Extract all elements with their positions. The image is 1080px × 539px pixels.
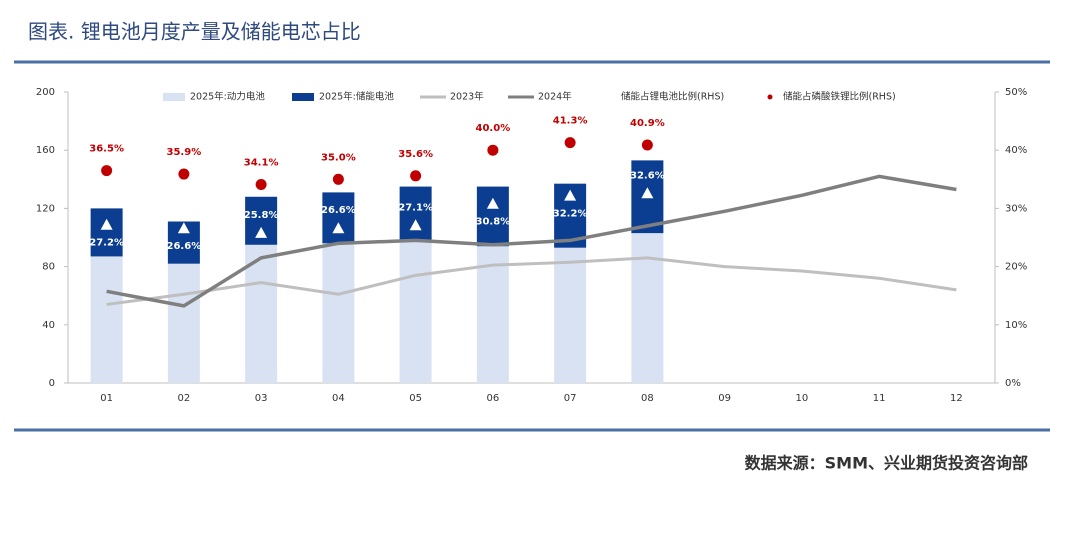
x-tick-label: 09 [718,393,731,404]
data-label: 35.9% [167,147,202,158]
y2-tick-label: 50% [1005,87,1027,98]
x-tick-label: 05 [409,393,422,404]
y2-tick-label: 40% [1005,145,1027,156]
triangle-marker [332,222,345,234]
x-tick-label: 12 [950,393,963,404]
legend-label: 2024年 [538,91,572,103]
legend-label: 储能占锂电池比例(RHS) [621,91,724,103]
x-tick-label: 02 [178,393,191,404]
triangle-marker [486,197,499,209]
y2-tick-label: 10% [1005,320,1027,331]
data-label: 32.6% [630,170,665,181]
data-label: 40.0% [476,123,511,134]
y-tick-label: 160 [36,145,55,156]
y-tick-label: 0 [49,378,55,389]
triangle-marker [255,226,268,238]
y2-tick-label: 20% [1005,262,1027,273]
chart-title: 图表. 锂电池月度产量及储能电芯占比 [28,20,361,44]
data-label: 25.8% [244,210,279,221]
dot-marker [641,139,653,151]
y-tick-label: 80 [42,262,55,273]
x-tick-label: 06 [487,393,500,404]
legend-label: 储能占磷酸铁锂比例(RHS) [783,91,896,103]
data-label: 32.2% [553,209,588,220]
x-tick-label: 07 [564,393,577,404]
bar [322,192,355,244]
data-label: 30.8% [476,217,511,228]
legend-swatch [292,93,314,101]
x-tick-label: 11 [873,393,886,404]
dot-marker [410,170,422,182]
y-tick-label: 120 [36,203,55,214]
dot-marker [487,144,499,156]
legend-label: 2025年:动力电池 [190,91,265,103]
y2-tick-label: 30% [1005,203,1027,214]
x-tick-label: 04 [332,393,345,404]
triangle-marker [100,218,113,230]
dot-marker [178,168,190,180]
x-tick-label: 01 [100,393,113,404]
bar [476,186,509,247]
data-label: 27.1% [398,202,433,213]
data-label: 40.9% [630,118,665,129]
data-label: 34.1% [244,158,279,169]
bar [167,263,200,383]
triangle-marker [564,189,577,201]
bar [399,240,432,383]
data-label: 26.6% [321,205,356,216]
bar [322,243,355,383]
triangle-marker [409,219,422,231]
dot-marker [255,179,267,191]
dot-marker [332,173,344,185]
line-series [106,174,957,308]
x-tick-label: 08 [641,393,654,404]
data-label: 27.2% [89,238,124,249]
triangle-marker [177,222,190,234]
legend-label: 2023年 [450,91,484,103]
legend-label: 2025年:储能电池 [319,91,394,103]
dot-marker [101,165,113,177]
legend-swatch [767,94,773,100]
source: 数据来源：SMM、兴业期货投资咨询部 [745,454,1028,473]
data-label: 36.5% [89,144,124,155]
bar [90,256,123,383]
legend-swatch [163,93,185,101]
line-series [106,256,957,306]
bar [476,246,509,383]
data-label: 26.6% [167,241,202,252]
bar [399,186,432,241]
data-label: 35.6% [398,149,433,160]
data-label: 35.0% [321,152,356,163]
x-tick-label: 03 [255,393,268,404]
legend-swatch [609,93,617,100]
bar [245,244,278,383]
y-tick-label: 200 [36,87,55,98]
bar [631,233,664,383]
dot-marker [564,137,576,149]
x-tick-label: 10 [796,393,809,404]
triangle-marker [641,187,654,199]
y2-tick-label: 0% [1005,378,1021,389]
bar [90,208,123,257]
data-label: 41.3% [553,116,588,127]
bar [554,247,587,383]
y-tick-label: 40 [42,320,55,331]
